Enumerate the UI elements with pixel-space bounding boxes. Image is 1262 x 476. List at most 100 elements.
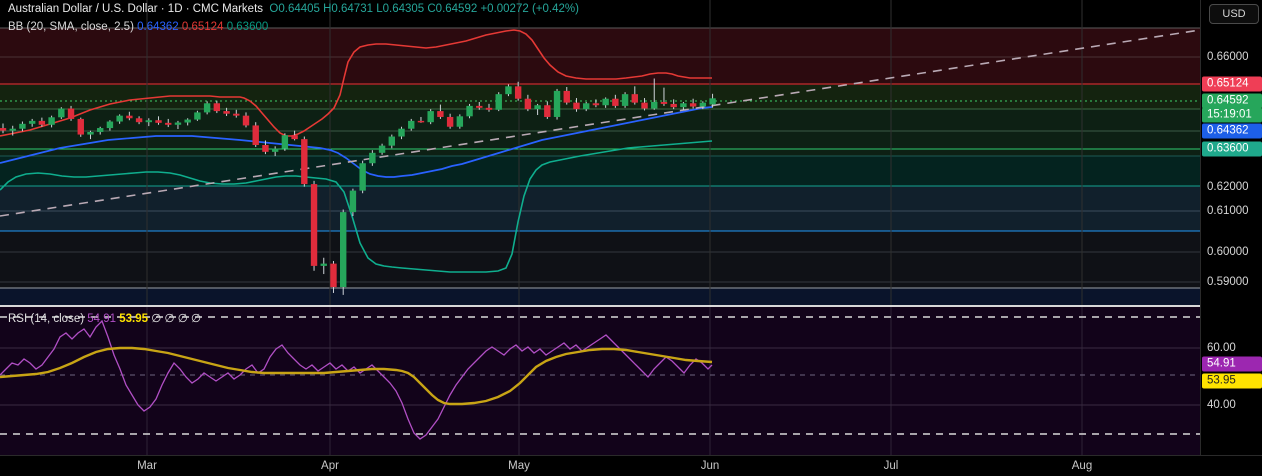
candle-body[interactable] [262, 144, 269, 152]
candle-body[interactable] [349, 190, 357, 213]
candle-body[interactable] [271, 148, 279, 152]
symbol-name[interactable]: Australian Dollar / U.S. Dollar [8, 3, 158, 15]
rsi-chart-svg[interactable] [0, 307, 1200, 455]
symbol-interval[interactable]: 1D [167, 3, 183, 15]
candle-body[interactable] [87, 131, 94, 135]
price-tick-label: 0.66000 [1207, 51, 1249, 63]
rsi-ma-line [0, 346, 713, 406]
candle-body[interactable] [660, 101, 668, 104]
candle-body[interactable] [466, 105, 473, 117]
candle-body[interactable] [553, 90, 561, 117]
candle-body[interactable] [97, 128, 104, 132]
candle-body[interactable] [359, 163, 366, 191]
candle-body[interactable] [38, 120, 46, 125]
candle-body[interactable] [670, 103, 677, 108]
candle-body[interactable] [699, 102, 707, 107]
candle-body[interactable] [184, 119, 191, 123]
price-chart-pane[interactable] [0, 0, 1200, 305]
candle-body[interactable] [155, 120, 162, 123]
candle-body[interactable] [330, 263, 337, 288]
time-axis-label: May [508, 460, 530, 472]
candle-body[interactable] [0, 128, 7, 131]
candle-body[interactable] [709, 98, 716, 105]
currency-badge[interactable]: USD [1209, 4, 1259, 24]
candle-body[interactable] [573, 102, 580, 110]
ascending-trendline[interactable] [0, 29, 1200, 217]
candle-body[interactable] [174, 122, 182, 125]
candle-body[interactable] [291, 135, 298, 140]
candle-body[interactable] [437, 111, 444, 117]
time-axis[interactable]: Mar Apr May Jun Jul Aug [0, 455, 1262, 476]
candle-body[interactable] [233, 113, 240, 116]
candle-body[interactable] [621, 94, 629, 106]
candle-body[interactable] [641, 102, 648, 109]
rsi-indicator-pane[interactable]: RSI (14, close) 54.91 53.95 ∅ ∅ ∅ ∅ [0, 307, 1200, 455]
symbol-legend[interactable]: Australian Dollar / U.S. Dollar · 1D · C… [8, 3, 579, 15]
candle-body[interactable] [602, 98, 609, 106]
candle-body[interactable] [67, 108, 75, 119]
candle-body[interactable] [514, 86, 522, 99]
candle-body[interactable] [165, 122, 172, 125]
candle-body[interactable] [203, 103, 211, 113]
price-scale[interactable]: USD 0.66000 0.62000 0.61000 0.60000 0.59000 … [1200, 0, 1262, 455]
candle-body[interactable] [213, 103, 221, 112]
candle-body[interactable] [485, 107, 493, 110]
candle-body[interactable] [427, 111, 434, 123]
zone-support-upper [0, 186, 1200, 231]
candle-body[interactable] [369, 152, 376, 164]
time-axis-label: Jul [883, 460, 899, 472]
candle-body[interactable] [651, 101, 658, 109]
candle-body[interactable] [689, 103, 697, 107]
zone-supply [0, 85, 1200, 109]
symbol-exchange[interactable]: CMC Markets [192, 3, 264, 15]
candle-body[interactable] [48, 117, 55, 125]
candle-body[interactable] [223, 111, 230, 114]
candle-body[interactable] [476, 105, 483, 108]
rsi-legend[interactable]: RSI (14, close) 54.91 53.95 ∅ ∅ ∅ ∅ [8, 311, 201, 325]
candle-body[interactable] [378, 145, 386, 153]
candle-body[interactable] [544, 105, 551, 117]
candle-body[interactable] [194, 112, 201, 120]
price-tick-label: 0.59000 [1207, 276, 1249, 288]
candle-body[interactable] [310, 184, 318, 266]
bollinger-bands-legend[interactable]: BB (20, SMA, close, 2.5) 0.64362 0.65124… [8, 21, 268, 33]
candle-body[interactable] [592, 103, 600, 106]
price-tick-label: 0.60000 [1207, 246, 1249, 258]
candle-body[interactable] [19, 123, 26, 129]
candle-body[interactable] [612, 98, 619, 106]
candle-body[interactable] [631, 94, 638, 103]
candlestick-series[interactable] [0, 78, 716, 295]
candle-body[interactable] [408, 120, 415, 129]
bb-legend-upper: 0.65124 [181, 21, 224, 33]
candle-body[interactable] [456, 116, 464, 127]
candle-body[interactable] [583, 103, 590, 110]
candle-body[interactable] [58, 108, 65, 118]
candle-body[interactable] [145, 120, 152, 123]
candle-body[interactable] [388, 136, 395, 146]
candle-body[interactable] [398, 128, 405, 137]
price-badge: 0.64362 [1202, 123, 1262, 139]
candle-body[interactable] [106, 121, 114, 129]
candle-body[interactable] [116, 115, 123, 122]
candle-body[interactable] [495, 94, 502, 110]
candle-body[interactable] [28, 120, 36, 124]
candle-body[interactable] [563, 90, 570, 103]
candle-body[interactable] [9, 128, 16, 131]
price-chart-svg[interactable] [0, 0, 1200, 305]
candle-body[interactable] [534, 105, 541, 110]
candle-body[interactable] [77, 118, 84, 135]
candle-body[interactable] [524, 98, 532, 110]
candle-body[interactable] [252, 125, 259, 145]
candle-body[interactable] [126, 115, 133, 119]
candle-body[interactable] [446, 116, 454, 127]
candle-body[interactable] [281, 135, 289, 149]
pane-divider[interactable] [0, 305, 1200, 307]
candle-body[interactable] [340, 212, 347, 288]
candle-body[interactable] [242, 115, 250, 126]
candle-body[interactable] [301, 139, 308, 185]
candle-body[interactable] [417, 120, 425, 123]
candle-body[interactable] [135, 118, 143, 123]
candle-body[interactable] [680, 103, 687, 108]
candle-body[interactable] [505, 86, 512, 95]
candle-body[interactable] [320, 263, 327, 266]
